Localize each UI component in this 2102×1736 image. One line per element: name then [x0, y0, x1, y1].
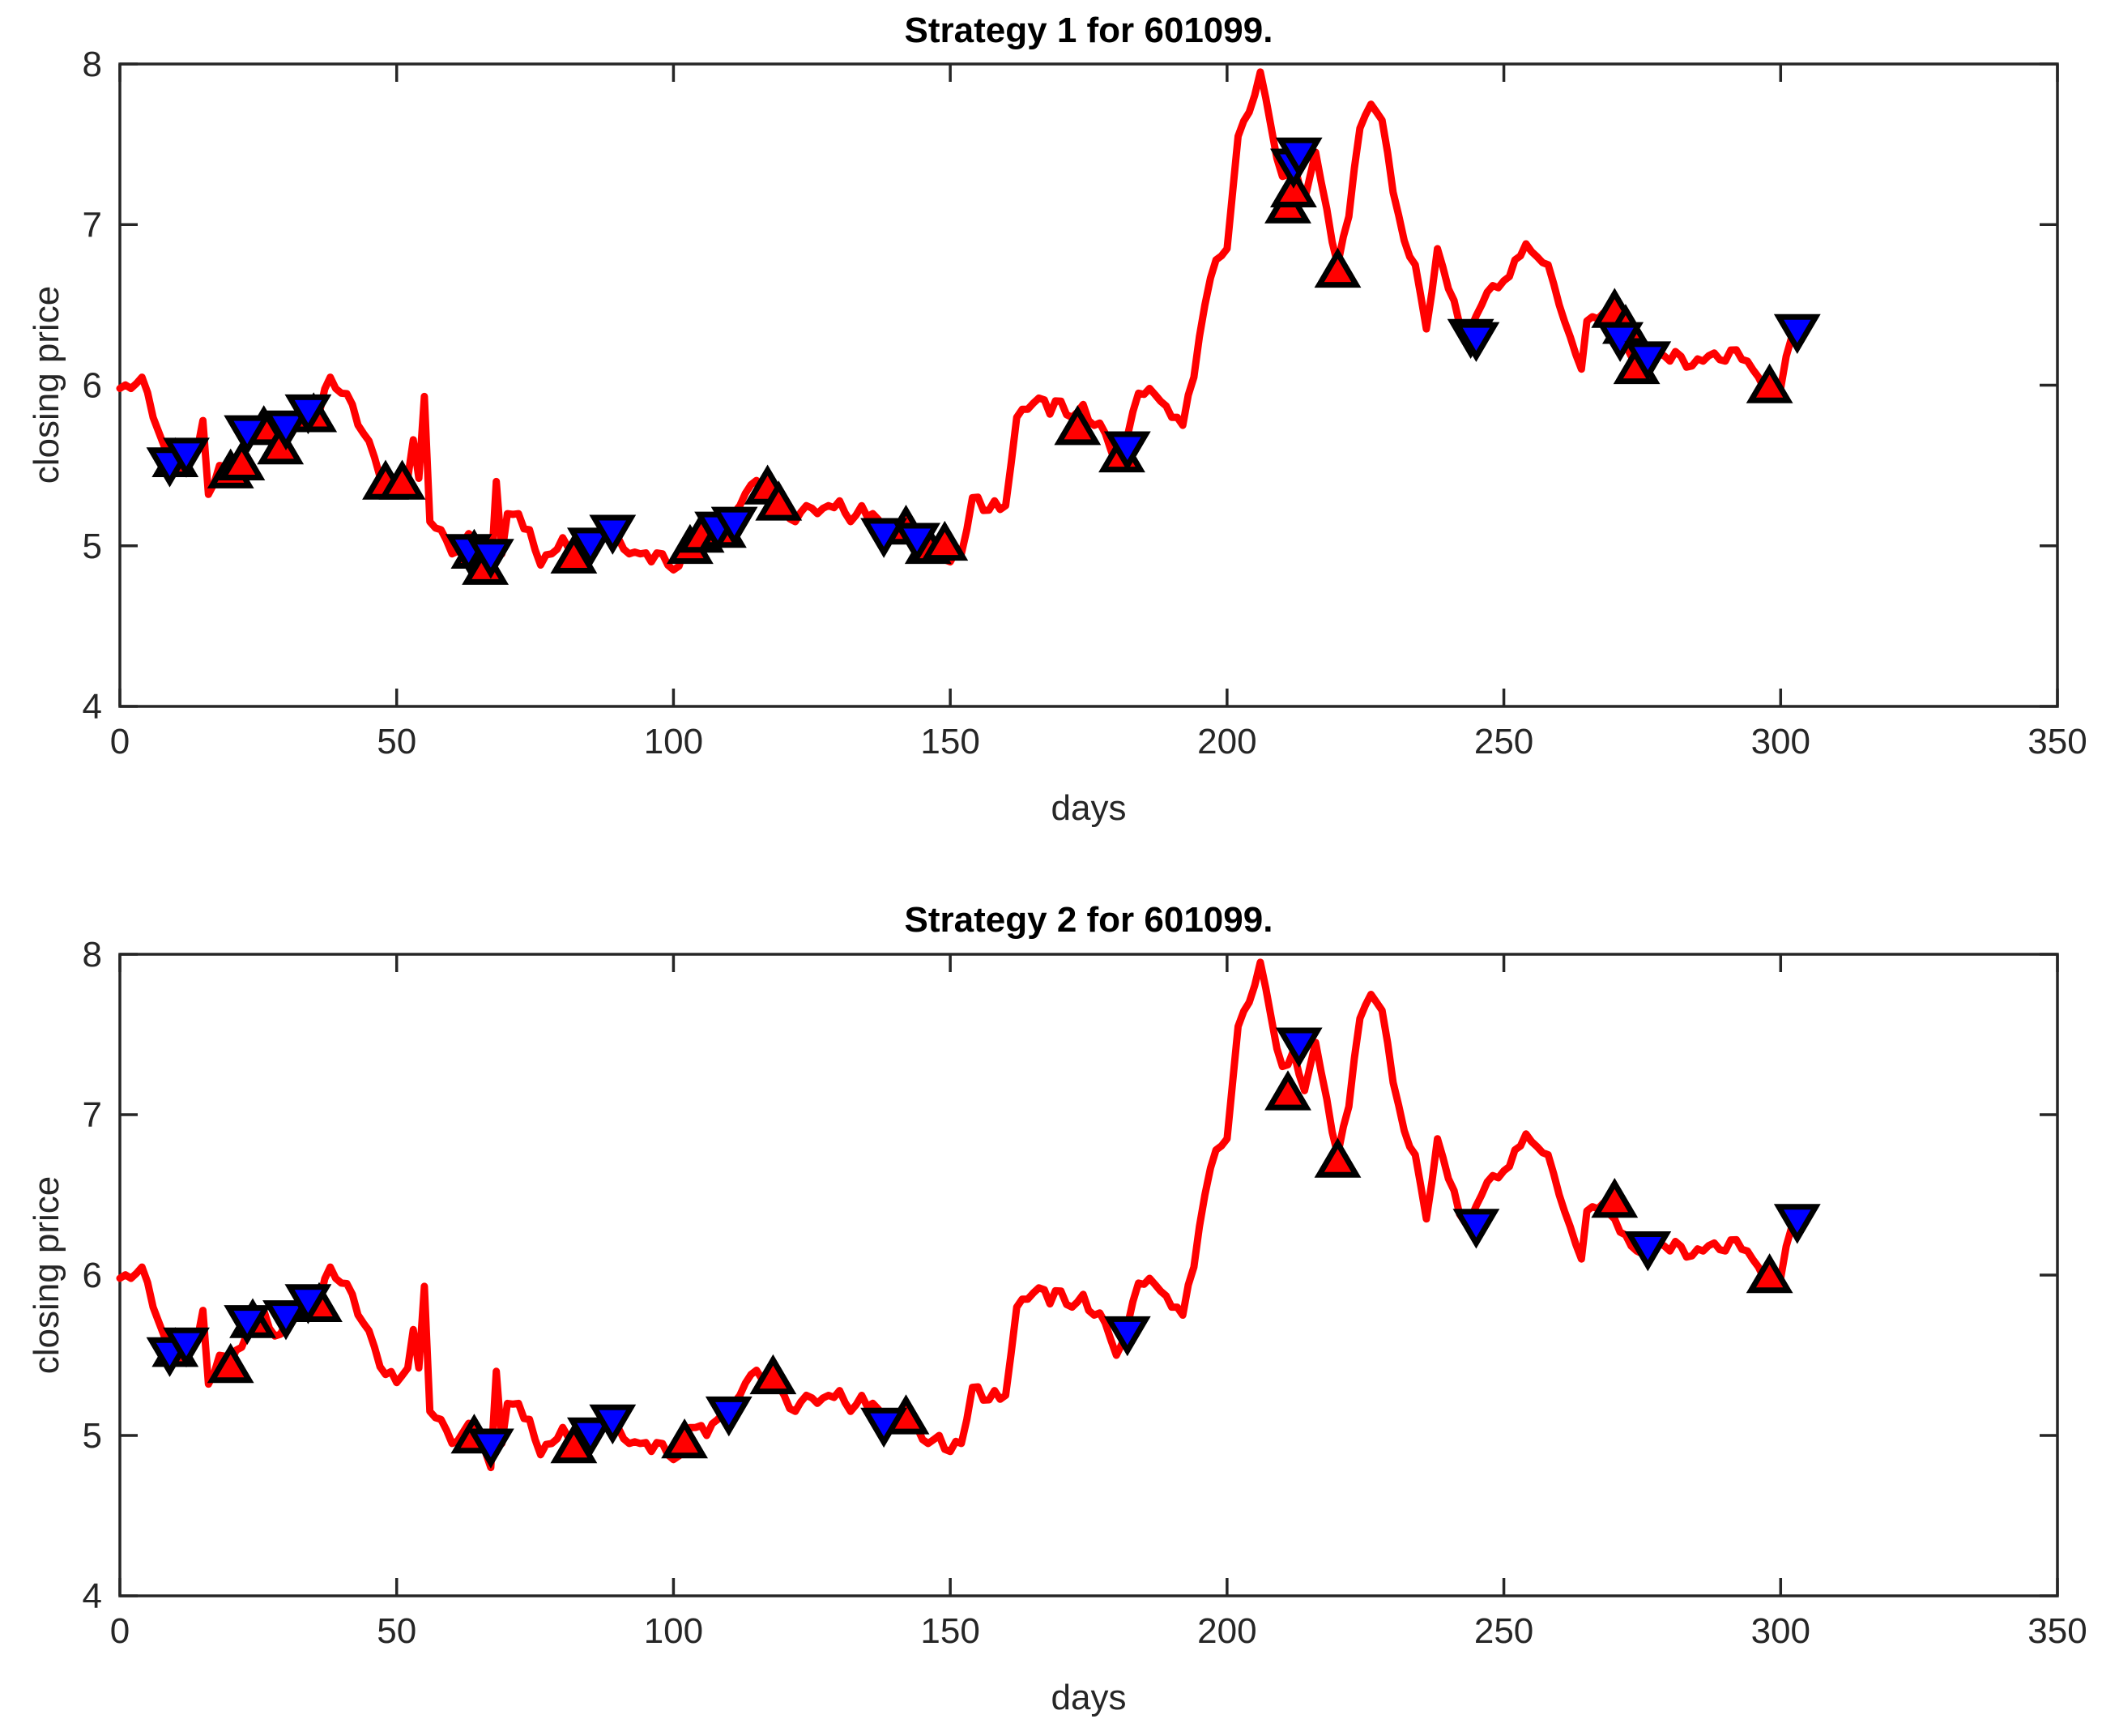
- buy-marker: [749, 1354, 797, 1395]
- trade-marker-layer: [146, 1027, 1821, 1469]
- buy-marker: [1054, 405, 1102, 446]
- chart-title: Strategy 2 for 601099.: [905, 900, 1273, 940]
- buy-marker: [755, 480, 803, 521]
- x-tick-label: 150: [920, 722, 979, 761]
- buy-marker: [207, 1342, 254, 1384]
- y-tick-label: 8: [83, 935, 102, 975]
- x-tick-label: 300: [1751, 722, 1810, 761]
- sell-marker: [224, 415, 271, 455]
- axis-ticks: 0 50 100 150 200 250 300 350 4 5 6 7 8: [83, 45, 2087, 761]
- buy-marker: [661, 1418, 709, 1459]
- sell-marker: [1773, 314, 1821, 355]
- y-tick-label: 4: [83, 687, 102, 727]
- sell-marker: [566, 1417, 614, 1457]
- sell-marker: [467, 539, 514, 579]
- y-tick-label: 7: [83, 205, 102, 245]
- subplot-strategy-1: Strategy 1 for 601099. days closing pric…: [27, 11, 2087, 828]
- sell-marker: [224, 1305, 271, 1346]
- sell-marker: [1103, 1316, 1151, 1357]
- x-tick-label: 100: [644, 722, 703, 761]
- sell-marker: [860, 518, 908, 558]
- sell-marker: [262, 1300, 309, 1341]
- buy-marker: [1264, 1070, 1311, 1111]
- sell-marker: [284, 1284, 332, 1324]
- x-tick-label: 200: [1197, 1611, 1256, 1651]
- sell-marker: [262, 410, 309, 451]
- buy-marker: [921, 520, 969, 561]
- y-tick-label: 5: [83, 1416, 102, 1456]
- y-axis-label: closing price: [27, 1176, 66, 1375]
- x-tick-label: 0: [110, 722, 130, 761]
- sell-marker: [1452, 322, 1500, 362]
- sell-marker: [705, 1396, 753, 1437]
- buy-marker: [257, 424, 305, 465]
- sell-marker: [1624, 341, 1672, 382]
- buy-marker: [1746, 1253, 1793, 1294]
- x-tick-label: 150: [920, 1611, 979, 1651]
- sell-marker: [1597, 322, 1644, 362]
- closing-price-line: [116, 958, 1801, 1472]
- sell-marker: [467, 1428, 514, 1469]
- sell-marker: [893, 523, 941, 563]
- buy-marker: [1314, 247, 1362, 288]
- buy-marker: [378, 459, 426, 500]
- subplot-strategy-2: Strategy 2 for 601099. days closing pric…: [27, 900, 2087, 1717]
- x-tick-label: 50: [377, 722, 416, 761]
- y-tick-label: 7: [83, 1095, 102, 1135]
- buy-marker: [1746, 363, 1793, 403]
- x-axis-label: days: [1051, 1678, 1127, 1717]
- sell-marker: [163, 1327, 210, 1368]
- sell-marker: [163, 437, 210, 478]
- sell-marker: [1624, 1231, 1672, 1272]
- y-tick-label: 4: [83, 1576, 102, 1616]
- y-tick-label: 6: [83, 1256, 102, 1295]
- trade-marker-layer: [146, 137, 1821, 585]
- axes-box: [118, 62, 2059, 708]
- sell-marker: [1275, 1027, 1323, 1068]
- sell-marker: [589, 514, 637, 555]
- sell-marker: [566, 527, 614, 568]
- y-tick-label: 8: [83, 45, 102, 84]
- sell-marker: [860, 1407, 908, 1448]
- x-axis-label: days: [1051, 788, 1127, 828]
- buy-marker: [1314, 1137, 1362, 1178]
- sell-marker: [1103, 431, 1151, 471]
- price-line-layer: [116, 958, 1801, 1472]
- x-tick-label: 250: [1474, 1611, 1533, 1651]
- axis-ticks: 0 50 100 150 200 250 300 350 4 5 6 7 8: [83, 935, 2087, 1651]
- chart-title: Strategy 1 for 601099.: [905, 11, 1273, 50]
- y-axis-label: closing price: [27, 286, 66, 484]
- sell-marker: [1773, 1204, 1821, 1244]
- x-tick-label: 0: [110, 1611, 130, 1651]
- x-tick-label: 200: [1197, 722, 1256, 761]
- sell-marker: [1452, 1209, 1500, 1249]
- y-tick-label: 5: [83, 527, 102, 566]
- y-tick-label: 6: [83, 366, 102, 406]
- x-tick-label: 350: [2027, 722, 2087, 761]
- x-tick-label: 250: [1474, 722, 1533, 761]
- sell-marker: [589, 1404, 637, 1445]
- buy-marker: [1591, 1177, 1639, 1218]
- sell-marker: [710, 506, 758, 547]
- buy-marker: [1269, 167, 1317, 207]
- sell-marker: [1275, 137, 1323, 177]
- axes-box: [118, 953, 2059, 1597]
- x-tick-label: 100: [644, 1611, 703, 1651]
- x-tick-label: 300: [1751, 1611, 1810, 1651]
- buy-marker: [218, 440, 266, 480]
- x-tick-label: 50: [377, 1611, 416, 1651]
- sell-marker: [284, 394, 332, 435]
- x-tick-label: 350: [2027, 1611, 2087, 1651]
